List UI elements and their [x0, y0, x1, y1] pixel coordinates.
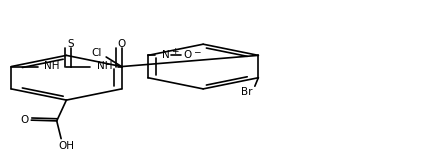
Text: +: + — [171, 47, 178, 56]
Text: OH: OH — [59, 141, 75, 151]
Text: NH: NH — [44, 61, 59, 71]
Text: N: N — [162, 50, 169, 60]
Text: O: O — [20, 115, 28, 125]
Text: −: − — [193, 47, 200, 56]
Text: Cl: Cl — [92, 49, 102, 58]
Text: Br: Br — [241, 87, 252, 97]
Text: O: O — [183, 50, 192, 60]
Text: O: O — [118, 39, 126, 49]
Text: S: S — [67, 39, 74, 49]
Text: NH: NH — [97, 61, 112, 71]
